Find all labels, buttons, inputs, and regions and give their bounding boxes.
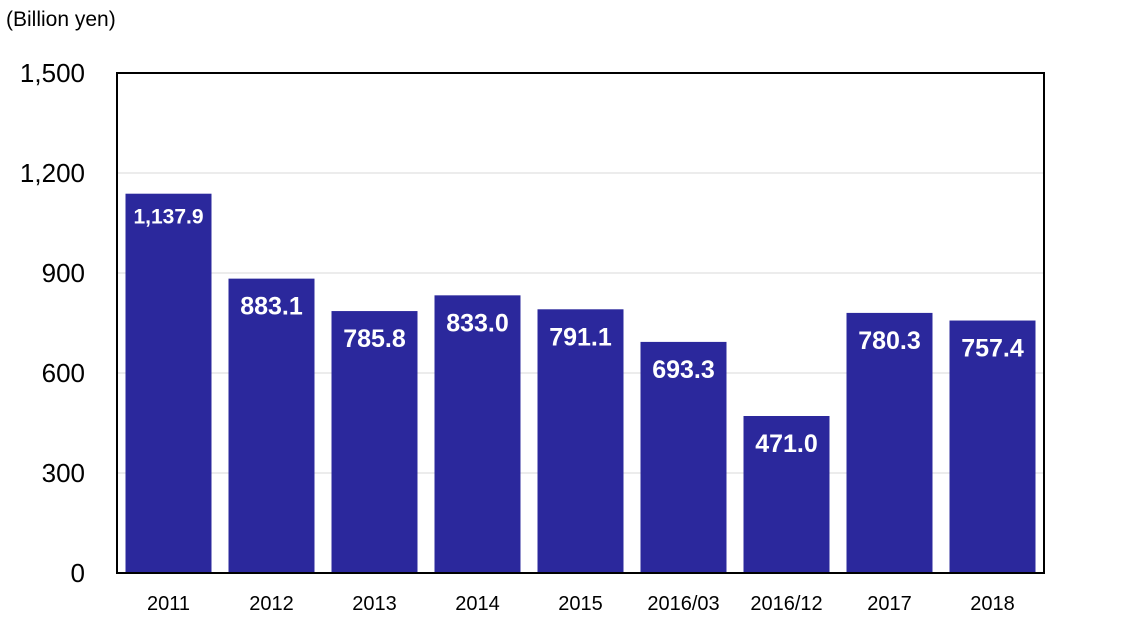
x-axis-ticks: 2011 2012 2013 2014 2015 2016/03 2016/12 2017 20… xyxy=(147,593,1015,615)
y-tick-label-600: 600 xyxy=(42,358,85,388)
value-label-2011: 1,137.9 xyxy=(133,206,203,229)
bars xyxy=(125,193,1036,573)
bar-2017 xyxy=(846,312,933,573)
y-tick-label-1-500: 1,500 xyxy=(20,58,85,88)
x-tick-label-2017: 2017 xyxy=(867,593,912,615)
x-tick-label-2014: 2014 xyxy=(455,593,500,615)
value-label-2016-12: 471.0 xyxy=(755,430,818,458)
bar-2012 xyxy=(228,278,315,573)
x-tick-label-2015: 2015 xyxy=(558,593,603,615)
x-tick-label-2016-12: 2016/12 xyxy=(750,593,822,615)
bar-2011 xyxy=(125,193,212,573)
x-tick-label-2013: 2013 xyxy=(352,593,397,615)
value-label-2013: 785.8 xyxy=(343,325,406,353)
plot-frame xyxy=(116,72,1045,574)
x-tick-label-2018: 2018 xyxy=(970,593,1015,615)
bar-2014 xyxy=(434,295,521,573)
value-label-2016-03: 693.3 xyxy=(652,356,715,384)
bar-2013 xyxy=(331,311,418,573)
value-label-2018: 757.4 xyxy=(961,335,1024,363)
y-tick-label-300: 300 xyxy=(42,458,85,488)
x-tick-label-2012: 2012 xyxy=(249,593,294,615)
bar-2016-03 xyxy=(640,341,727,573)
bar-2016-12 xyxy=(743,416,830,573)
unit-label: (Billion yen) xyxy=(6,8,116,31)
bar-value-labels: 1,137.9 883.1 785.8 833.0 791.1 693.3 471.0 780… xyxy=(133,206,1023,458)
y-axis-ticks: 0 300 600 900 1,200 1,500 xyxy=(20,58,85,588)
value-label-2015: 791.1 xyxy=(549,323,612,351)
x-tick-label-2011: 2011 xyxy=(147,593,190,615)
y-tick-label-1-200: 1,200 xyxy=(20,158,85,188)
x-tick-label-2016-03: 2016/03 xyxy=(647,593,719,615)
y-tick-label-900: 900 xyxy=(42,258,85,288)
value-label-2017: 780.3 xyxy=(858,327,921,355)
value-label-2014: 833.0 xyxy=(446,309,509,337)
bar-2015 xyxy=(537,309,624,573)
value-label-2012: 883.1 xyxy=(240,293,303,321)
y-tick-label-0: 0 xyxy=(71,558,85,588)
bar-2018 xyxy=(949,320,1036,573)
